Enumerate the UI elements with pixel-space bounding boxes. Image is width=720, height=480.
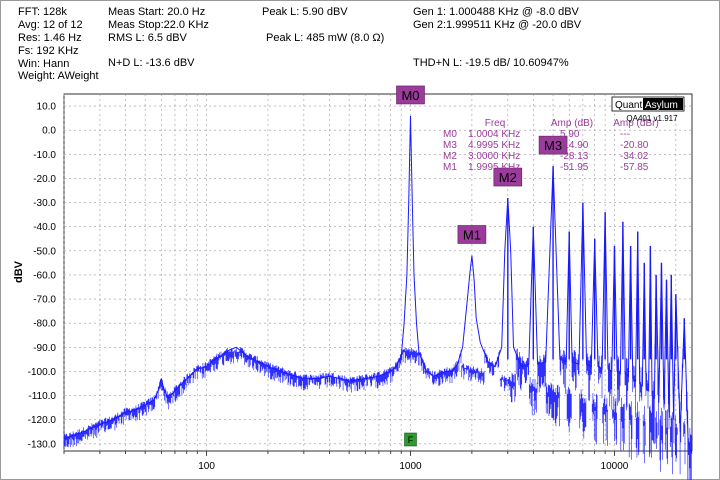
y-tick-label: -20.0 [33, 174, 56, 185]
y-tick-label: -70.0 [33, 295, 56, 306]
y-tick-label: -50.0 [33, 246, 56, 257]
noise-distortion-left: N+D L: -13.6 dBV [108, 57, 195, 69]
quant-asylum-logo: Quant Asylum QA401 v1.917 [611, 96, 685, 123]
meas-start: Meas Start: 20.0 Hz [108, 6, 206, 18]
marker-box [457, 225, 487, 244]
y-tick-label: -100.0 [28, 367, 57, 378]
x-axis-ticks: 100 1000 10000 [198, 461, 629, 472]
table-header: Amp (dBr) [613, 118, 659, 129]
weighting: Weight: AWeight [18, 70, 99, 82]
marker-box [396, 85, 425, 105]
x-tick-label: 10000 [601, 461, 629, 472]
marker-box [538, 135, 568, 155]
table-cell: 5.90 [560, 129, 580, 140]
version-label: QA401 v1.917 [626, 114, 678, 123]
logo-asylum: Asylum [645, 100, 678, 111]
badge-box [404, 432, 417, 447]
y-tick-label: -80.0 [33, 319, 56, 330]
table-cell: --- [620, 129, 630, 140]
sample-rate: Fs: 192 KHz [18, 45, 79, 57]
noise-floor [63, 343, 692, 480]
marker-label: M2 [499, 170, 517, 185]
table-cell: M1 [443, 162, 457, 173]
logo-dark-panel [643, 98, 683, 110]
marker-label: M0 [401, 88, 419, 103]
table-cell: -51.95 [560, 162, 589, 173]
frequency-badge: F [404, 432, 417, 447]
spectrum-trace [63, 115, 693, 480]
y-tick-label: -10.0 [33, 150, 56, 161]
y-tick-label: -130.0 [28, 439, 57, 450]
table-cell: 1.0004 KHz [468, 129, 520, 140]
thd-n-left: THD+N L: -19.5 dB/ 10.60947% [413, 57, 569, 69]
table-cell: M3 [443, 140, 457, 151]
generator-2: Gen 2:1.999511 KHz @ -20.0 dBV [413, 19, 582, 31]
y-axis-label: dBV [13, 260, 25, 283]
meas-stop: Meas Stop:22.0 KHz [108, 19, 209, 31]
x-tick-label: 100 [198, 461, 215, 472]
fft-size: FFT: 128k [18, 6, 67, 18]
y-tick-label: 0.0 [42, 126, 56, 137]
y-tick-label: -90.0 [33, 343, 56, 354]
table-cell: 3.0000 KHz [468, 151, 520, 162]
marker-label: M1 [463, 227, 481, 242]
averages: Avg: 12 of 12 [18, 19, 83, 31]
resolution: Res: 1.46 Hz [18, 32, 82, 44]
window-type: Win: Hann [18, 58, 70, 70]
y-axis-ticks: 10.0 0.0 -10.0 -20.0 -30.0 -40.0 -50.0 -60.0 -70… [28, 102, 57, 451]
grid [63, 94, 692, 456]
logo-quant: Quant [615, 100, 642, 111]
table-cell: 1.9995 KHz [468, 162, 520, 173]
table-header: Amp (dB) [551, 118, 593, 129]
marker-box [493, 167, 523, 187]
plot-area [63, 93, 693, 452]
badge-label: F [408, 435, 414, 445]
peak-left-power: Peak L: 485 mW (8.0 Ω) [266, 32, 385, 44]
table-cell: -20.80 [620, 140, 649, 151]
y-tick-label: -30.0 [33, 198, 56, 209]
table-cell: M2 [443, 151, 457, 162]
y-tick-label: 10.0 [37, 102, 57, 113]
table-cell: -14.90 [560, 140, 589, 151]
x-tick-label: 1000 [399, 461, 422, 472]
generator-1: Gen 1: 1.000488 KHz @ -8.0 dBV [413, 6, 579, 18]
table-cell: 4.9995 KHz [468, 140, 520, 151]
y-tick-label: -110.0 [28, 391, 56, 402]
y-tick-label: -120.0 [28, 415, 57, 426]
peak-left-dbv: Peak L: 5.90 dBV [262, 6, 348, 18]
table-cell: -57.85 [620, 162, 649, 173]
y-tick-label: -40.0 [33, 222, 56, 233]
marker-label: M3 [544, 138, 562, 153]
table-cell: M0 [443, 129, 457, 140]
marker-table: Freq Amp (dB) Amp (dBr) M0 1.0004 KHz 5.90 ---… [443, 118, 659, 173]
rms-left: RMS L: 6.5 dBV [108, 32, 187, 44]
table-cell: -28.13 [560, 151, 589, 162]
y-tick-label: -60.0 [33, 270, 56, 281]
table-cell: -34.02 [620, 151, 649, 162]
table-header: Freq [485, 118, 506, 129]
